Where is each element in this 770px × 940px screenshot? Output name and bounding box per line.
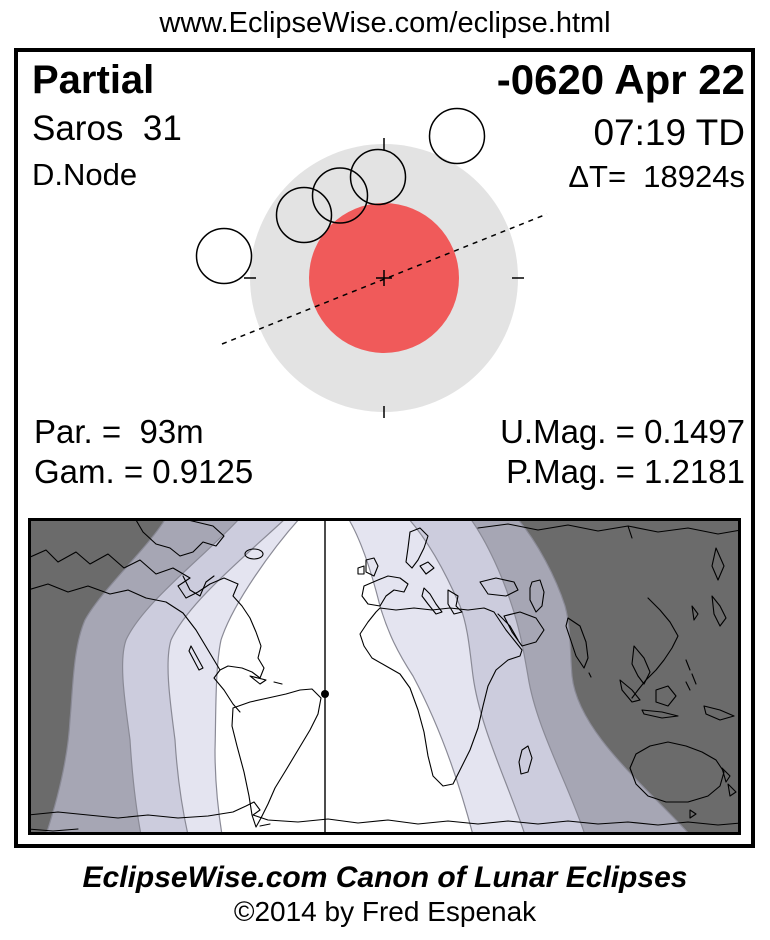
coastline-india xyxy=(565,617,592,678)
time-label: 07:19 TD xyxy=(593,112,745,153)
moon-zenith-point xyxy=(321,690,329,698)
penumbral-magnitude-label: P.Mag. = 1.2181 xyxy=(506,453,745,490)
map-region-visible xyxy=(215,518,473,835)
coastline-japan xyxy=(691,595,727,627)
coastline-kamchatka xyxy=(711,547,725,581)
footer-copyright: ©2014 by Fred Espenak xyxy=(233,896,537,927)
partial-duration-label: Par. = 93m xyxy=(34,413,204,450)
coastline-madagascar xyxy=(518,745,533,775)
coastline-black-sea xyxy=(479,577,519,597)
coastline-south-america xyxy=(231,688,322,828)
eclipse-card xyxy=(14,48,755,848)
date-label: -0620 Apr 22 xyxy=(496,56,745,103)
coastline-europe xyxy=(361,575,409,607)
footer-title: EclipseWise.com Canon of Lunar Eclipses xyxy=(82,861,688,894)
coastline-uk-ireland xyxy=(357,557,379,577)
coastline-arctic xyxy=(28,549,191,579)
coastline-na-east xyxy=(177,577,265,679)
coastline-balkans xyxy=(447,589,463,615)
coastlines xyxy=(28,518,741,832)
coastline-caribbean xyxy=(249,675,283,685)
coastline-siberia xyxy=(477,523,741,539)
coastline-italy xyxy=(421,587,443,615)
coastline-tierra-del-fuego xyxy=(259,823,271,827)
node-label: D.Node xyxy=(32,157,138,192)
coastline-new-zealand xyxy=(721,767,737,797)
coastline-baja xyxy=(188,645,204,671)
coastline-australia xyxy=(629,741,725,819)
map-border xyxy=(28,518,741,835)
delta-t-label: ΔT= 18924s xyxy=(568,159,745,194)
coastline-east-asia xyxy=(631,597,679,699)
coastline-arabia xyxy=(503,611,545,647)
coastline-africa xyxy=(359,607,523,787)
eclipse-type-label: Partial xyxy=(32,58,155,102)
coastline-north-america xyxy=(28,583,241,713)
coastline-indonesia xyxy=(619,679,735,721)
coastline-indochina xyxy=(631,645,651,685)
coastline-iceland xyxy=(244,548,264,560)
coastline-hudson xyxy=(182,575,215,597)
visibility-map xyxy=(28,518,741,835)
umbral-magnitude-label: U.Mag. = 0.1497 xyxy=(500,413,745,450)
coastline-philippines xyxy=(685,659,697,691)
coastline-scandinavia xyxy=(405,527,435,575)
coastline-caspian xyxy=(529,579,545,613)
coastline-antarctica xyxy=(28,801,741,832)
coastline-red-sea xyxy=(497,613,519,641)
header-url: www.EclipseWise.com/eclipse.html xyxy=(159,7,611,39)
saros-label: Saros 31 xyxy=(32,109,182,148)
gamma-label: Gam. = 0.9125 xyxy=(34,453,254,490)
